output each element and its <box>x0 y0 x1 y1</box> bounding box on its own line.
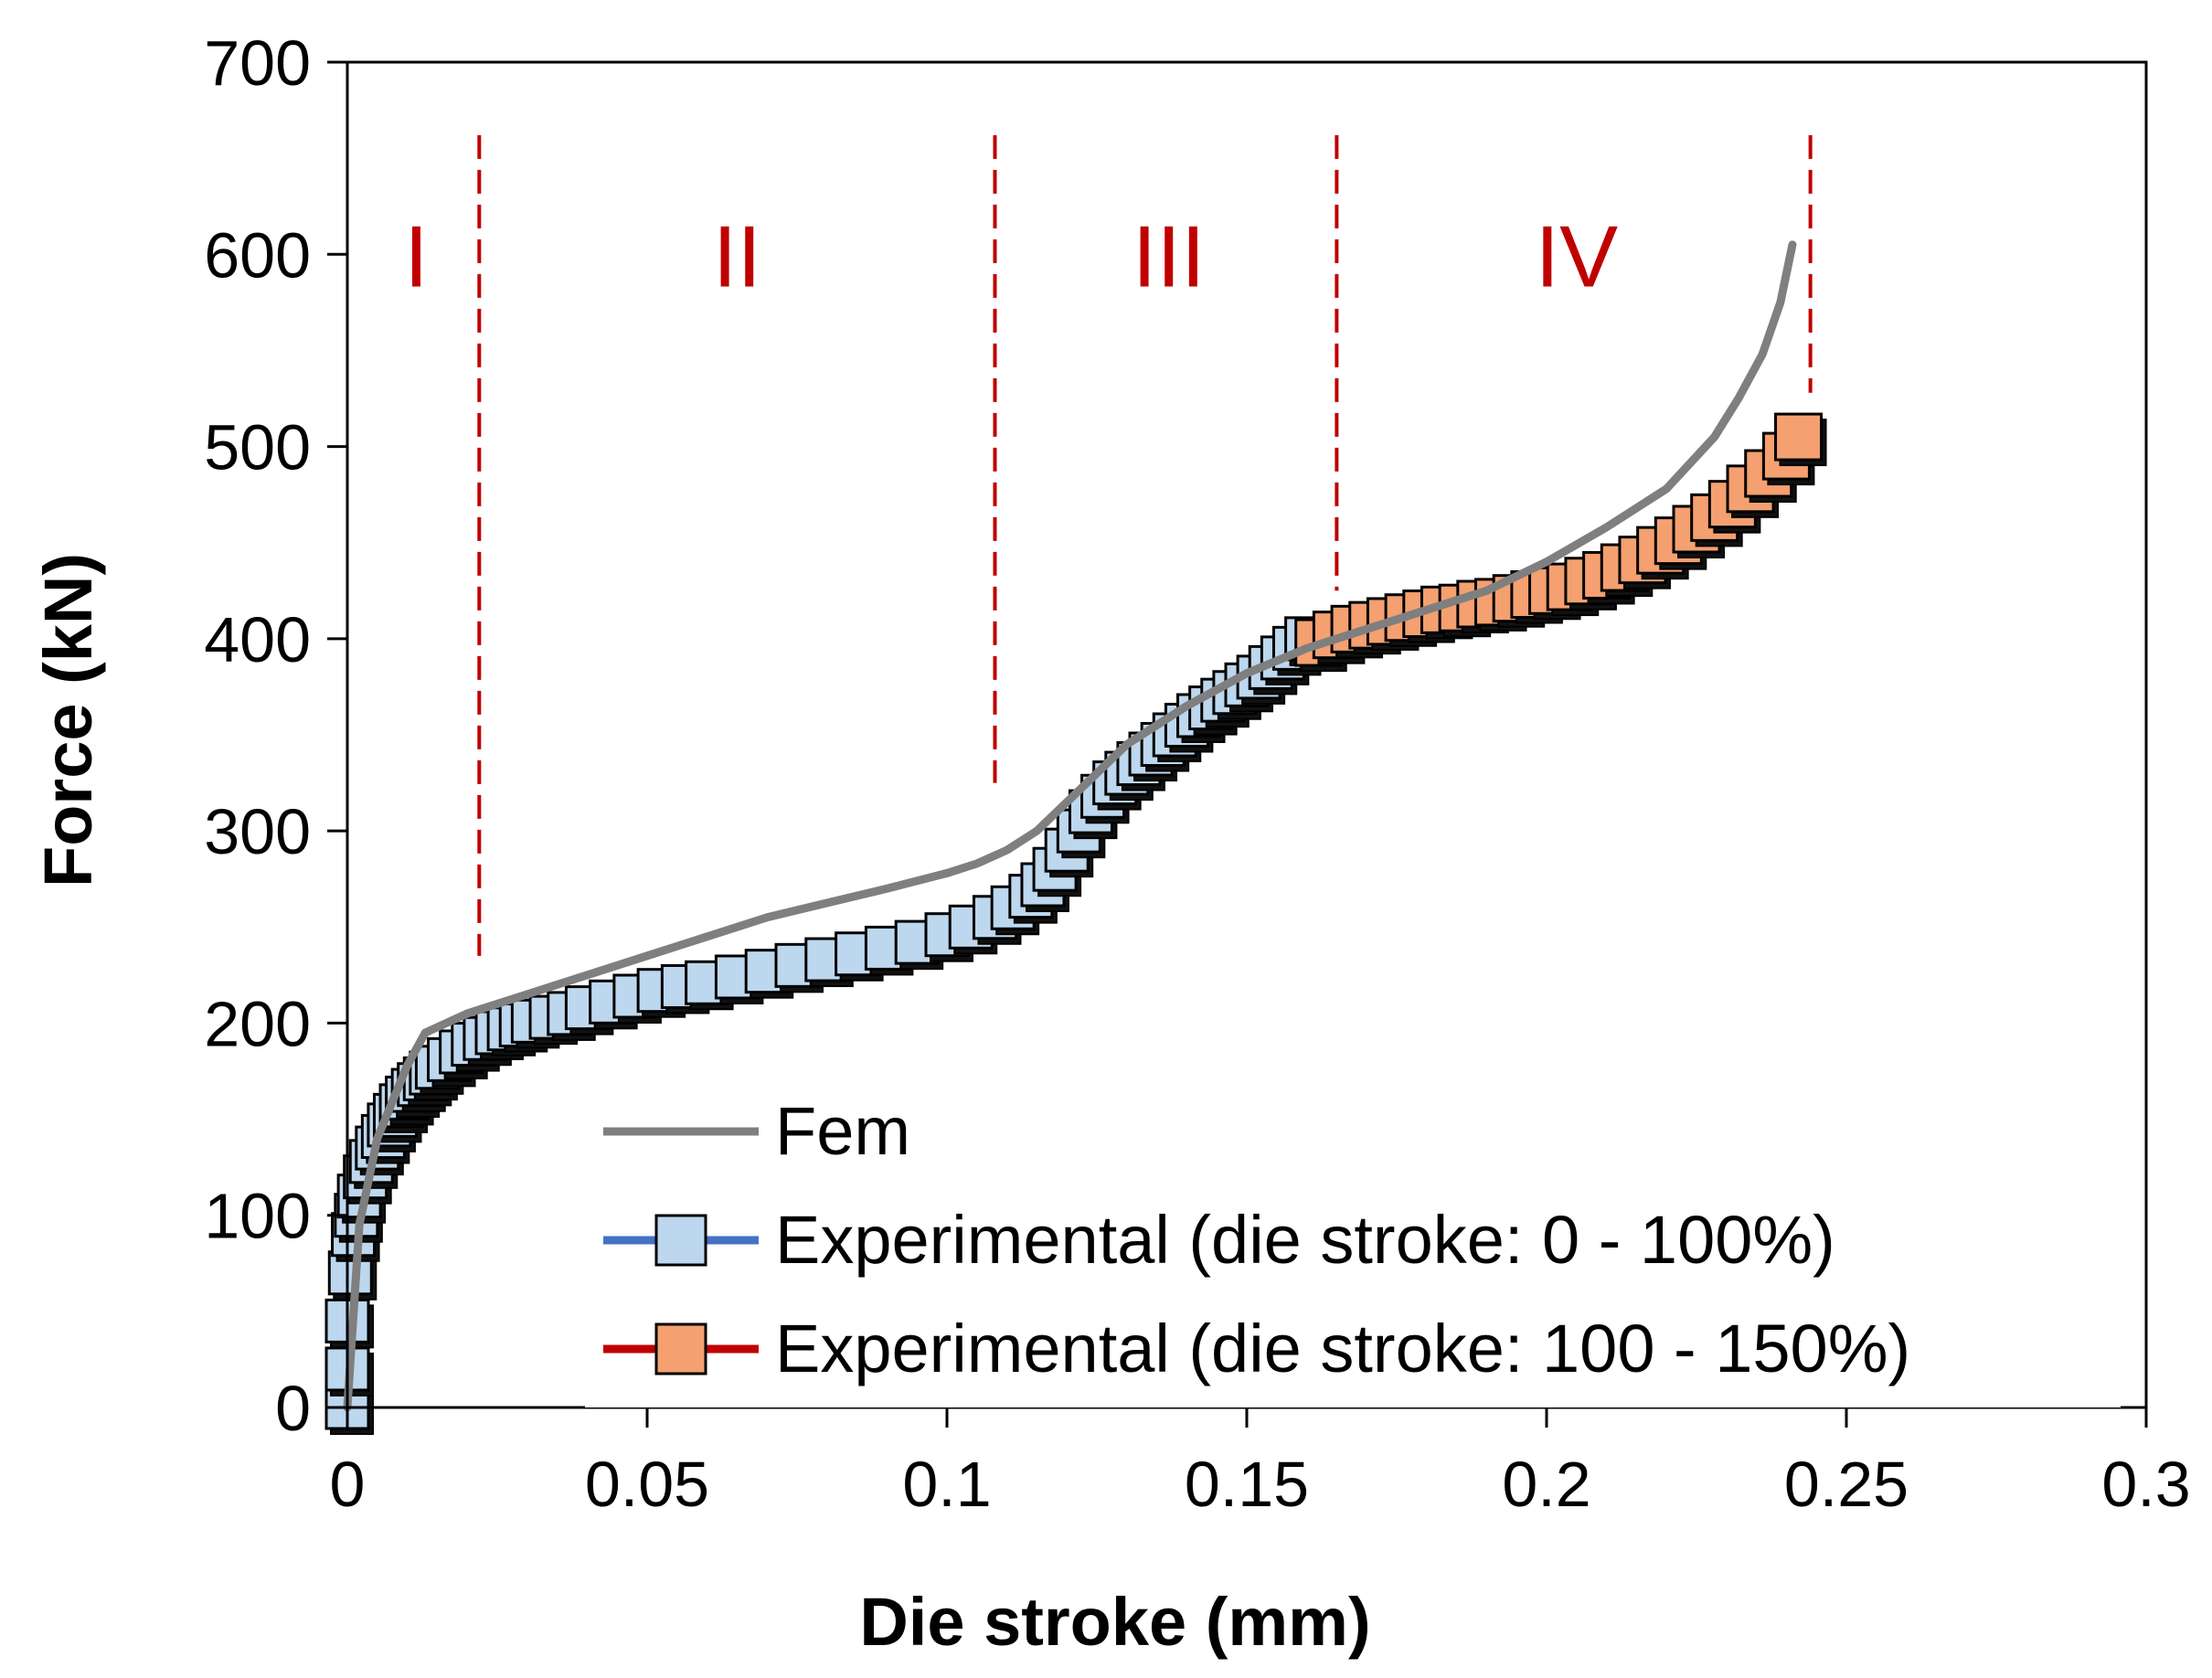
plot-layer: I II III IV <box>324 134 1827 1435</box>
x-tick-label-0.3: 0.3 <box>2101 1449 2190 1520</box>
y-tick-label-700: 700 <box>204 27 311 99</box>
y-tick-label-100: 100 <box>204 1181 311 1252</box>
data-marker <box>1774 412 1824 462</box>
series-exp-100-150 <box>1294 412 1827 673</box>
x-tick-label-0.1: 0.1 <box>902 1449 991 1520</box>
x-axis-title: Die stroke (mm) <box>859 1584 1370 1660</box>
region-label-ii: II <box>713 207 761 305</box>
region-label-iv: IV <box>1535 207 1618 305</box>
y-tick-label-200: 200 <box>204 988 311 1059</box>
y-tick-label-500: 500 <box>204 412 311 483</box>
legend-swatch-exp-100-150-marker <box>654 1322 707 1375</box>
axes-layer: 0 100 200 300 400 500 600 700 0 0.05 0.1 0.15 0.2 0.2… <box>204 27 2190 1520</box>
legend-swatch-exp-0-100-marker <box>654 1214 707 1267</box>
y-tick-label-400: 400 <box>204 604 311 675</box>
x-tick-label-0: 0 <box>330 1449 366 1520</box>
y-axis-title: Force (kN) <box>30 553 106 887</box>
series-exp-0-100 <box>324 616 1334 1435</box>
series-fem-line <box>343 240 1797 1412</box>
legend: Fem Experimental (die stroke: 0 - 100%) … <box>585 1078 2121 1407</box>
x-tick-label-0.25: 0.25 <box>1784 1449 1909 1520</box>
x-tick-label-0.2: 0.2 <box>1502 1449 1590 1520</box>
region-label-i: I <box>404 207 429 305</box>
legend-label-fem: Fem <box>775 1093 910 1169</box>
legend-background <box>585 1078 2121 1407</box>
y-tick-label-300: 300 <box>204 796 311 867</box>
legend-label-exp-0-100: Experimental (die stroke: 0 - 100%) <box>775 1202 1835 1278</box>
x-tick-label-0.15: 0.15 <box>1185 1449 1309 1520</box>
x-tick-label-0.05: 0.05 <box>585 1449 709 1520</box>
legend-label-exp-100-150: Experimental (die stroke: 100 - 150%) <box>775 1311 1910 1386</box>
y-tick-label-0: 0 <box>275 1373 311 1444</box>
y-tick-label-600: 600 <box>204 219 311 291</box>
region-label-iii: III <box>1133 207 1206 305</box>
